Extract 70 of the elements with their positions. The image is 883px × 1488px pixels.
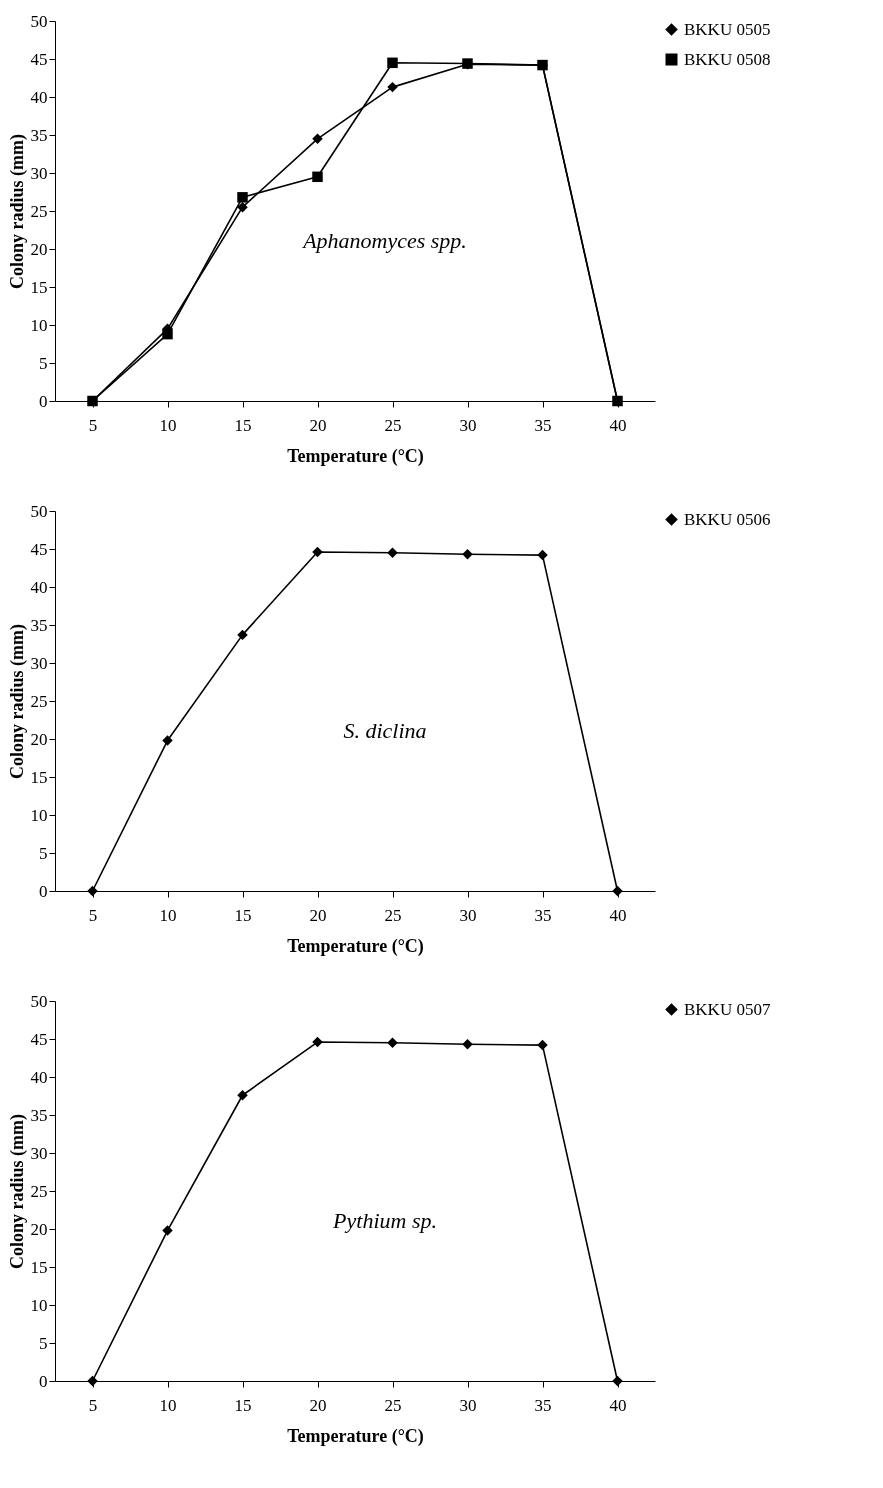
x-tick-label: 5 xyxy=(88,905,98,925)
y-tick-label: 20 xyxy=(30,1219,48,1239)
x-tick-label: 35 xyxy=(534,905,552,925)
x-tick-label: 25 xyxy=(384,1395,402,1415)
x-tick-label: 5 xyxy=(88,1395,98,1415)
y-tick-label: 5 xyxy=(39,1333,48,1353)
y-tick-label: 30 xyxy=(30,163,48,183)
y-tick-label: 5 xyxy=(39,843,48,863)
y-tick-label: 25 xyxy=(30,1181,48,1201)
x-tick-label: 40 xyxy=(609,415,627,435)
x-tick-label: 40 xyxy=(609,1395,627,1415)
annotation: S. diclina xyxy=(343,718,427,744)
y-tick-label: 0 xyxy=(39,1371,48,1391)
x-tick-label: 25 xyxy=(384,415,402,435)
x-tick-label: 10 xyxy=(159,1395,177,1415)
x-tick-label: 15 xyxy=(234,1395,252,1415)
y-tick-label: 40 xyxy=(30,577,48,597)
x-tick-label: 10 xyxy=(159,415,177,435)
x-tick-label: 30 xyxy=(459,905,477,925)
y-tick-label: 50 xyxy=(30,11,48,31)
legend-label: BKKU 0505 xyxy=(684,19,771,39)
y-axis-title: Colony radius (mm) xyxy=(6,133,28,290)
y-tick-label: 10 xyxy=(30,1295,48,1315)
legend-label: BKKU 0506 xyxy=(684,509,771,529)
annotation: Aphanomyces spp. xyxy=(301,228,467,254)
y-tick-label: 0 xyxy=(39,391,48,411)
y-tick-label: 10 xyxy=(30,805,48,825)
y-tick-label: 0 xyxy=(39,881,48,901)
legend-label: BKKU 0507 xyxy=(684,999,771,1019)
legend-label: BKKU 0508 xyxy=(684,49,771,69)
y-tick-label: 45 xyxy=(30,539,48,559)
x-tick-label: 35 xyxy=(534,415,552,435)
x-tick-label: 20 xyxy=(309,1395,327,1415)
y-axis-title: Colony radius (mm) xyxy=(6,1113,28,1270)
y-axis-title: Colony radius (mm) xyxy=(6,623,28,780)
y-tick-label: 5 xyxy=(39,353,48,373)
x-tick-label: 40 xyxy=(609,905,627,925)
y-tick-label: 10 xyxy=(30,315,48,335)
y-tick-label: 25 xyxy=(30,201,48,221)
y-tick-label: 50 xyxy=(30,501,48,521)
y-tick-label: 15 xyxy=(30,1257,48,1277)
y-tick-label: 20 xyxy=(30,239,48,259)
y-tick-label: 50 xyxy=(30,991,48,1011)
x-axis-title: Temperature (°C) xyxy=(287,445,424,467)
y-tick-label: 45 xyxy=(30,1029,48,1049)
x-tick-label: 5 xyxy=(88,415,98,435)
x-tick-label: 20 xyxy=(309,415,327,435)
x-tick-label: 30 xyxy=(459,1395,477,1415)
y-tick-label: 15 xyxy=(30,277,48,297)
x-tick-label: 10 xyxy=(159,905,177,925)
y-tick-label: 35 xyxy=(30,125,48,145)
x-axis-title: Temperature (°C) xyxy=(287,1425,424,1447)
y-tick-label: 25 xyxy=(30,691,48,711)
x-tick-label: 15 xyxy=(234,415,252,435)
x-tick-label: 25 xyxy=(384,905,402,925)
x-tick-label: 35 xyxy=(534,1395,552,1415)
y-tick-label: 20 xyxy=(30,729,48,749)
x-tick-label: 20 xyxy=(309,905,327,925)
x-axis-title: Temperature (°C) xyxy=(287,935,424,957)
y-tick-label: 45 xyxy=(30,49,48,69)
x-tick-label: 30 xyxy=(459,415,477,435)
y-tick-label: 15 xyxy=(30,767,48,787)
annotation: Pythium sp. xyxy=(332,1208,437,1234)
y-tick-label: 30 xyxy=(30,653,48,673)
y-tick-label: 35 xyxy=(30,615,48,635)
y-tick-label: 40 xyxy=(30,1067,48,1087)
y-tick-label: 40 xyxy=(30,87,48,107)
x-tick-label: 15 xyxy=(234,905,252,925)
y-tick-label: 35 xyxy=(30,1105,48,1125)
y-tick-label: 30 xyxy=(30,1143,48,1163)
